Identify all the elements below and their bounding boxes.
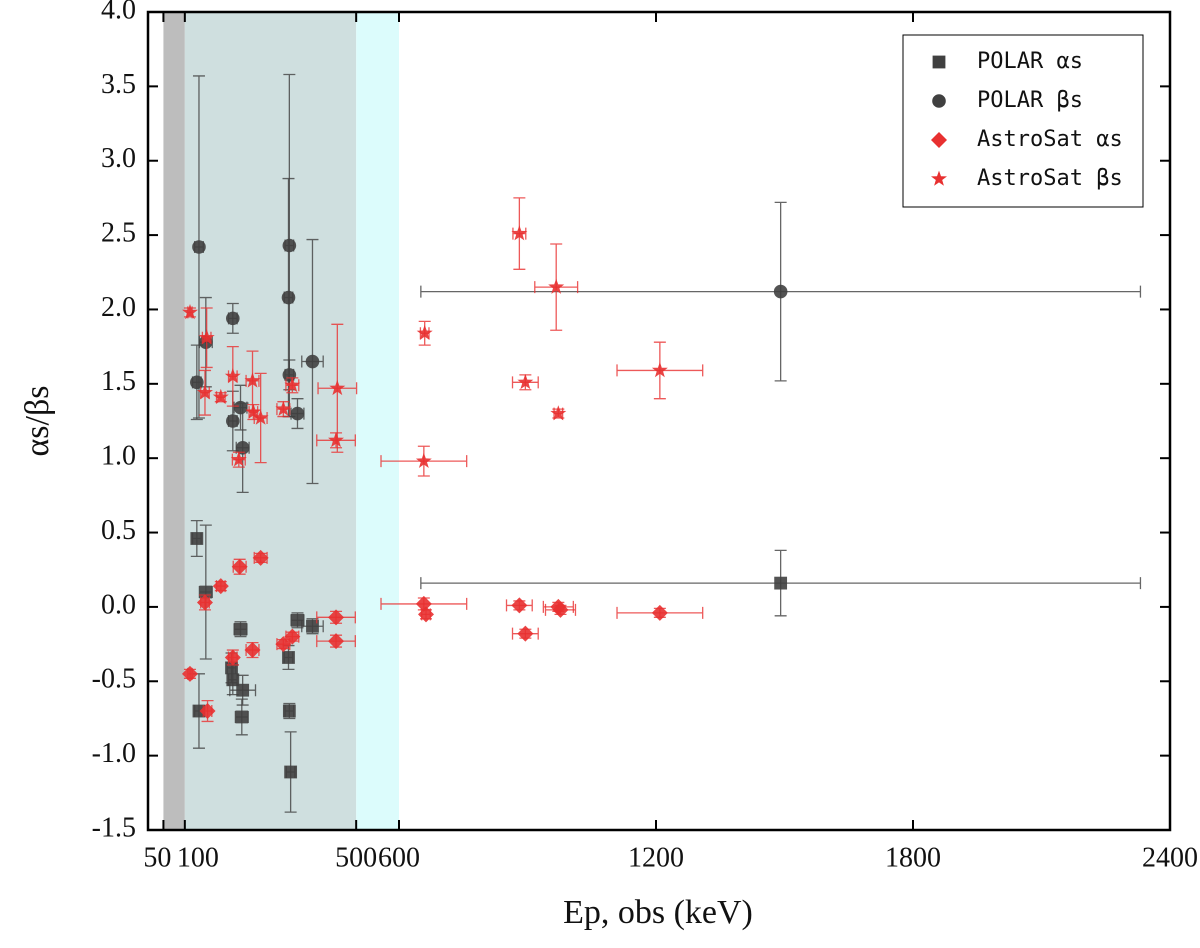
marker-diamond [517, 625, 534, 642]
marker-diamond [275, 636, 292, 653]
y-tick-label: 0.5 [101, 515, 136, 546]
marker-square [282, 704, 296, 718]
marker-star [517, 373, 534, 390]
marker-star [284, 376, 301, 393]
marker-square [932, 55, 946, 69]
marker-star [415, 452, 432, 468]
marker-circle [190, 375, 204, 390]
marker-star [931, 170, 947, 186]
marker-circle [282, 368, 297, 382]
marker-circle [305, 354, 320, 369]
marker-square [774, 576, 788, 590]
marker-circle [773, 284, 788, 299]
marker-star [548, 278, 565, 294]
marker-diamond [231, 558, 248, 575]
marker-diamond [252, 549, 269, 566]
x-tick-label: 2400 [1142, 842, 1198, 873]
legend-label: POLAR βs [977, 88, 1083, 113]
legend-label: AstroSat βs [977, 166, 1123, 191]
marker-star [245, 403, 262, 419]
marker-star [182, 304, 198, 320]
marker-square [190, 532, 204, 545]
marker-diamond [417, 606, 434, 623]
y-tick-label: 2.5 [101, 218, 136, 249]
marker-star [252, 409, 269, 425]
marker-circle [282, 238, 297, 253]
x-tick-label: 1800 [885, 842, 941, 873]
legend: POLAR αs POLAR βs AstroSat αs AstroSat βs [902, 34, 1144, 208]
legend-label: AstroSat αs [977, 127, 1123, 152]
marker-star [244, 372, 261, 388]
marker-square [236, 683, 250, 697]
marker-star [224, 368, 241, 384]
x-tick-label: 1200 [628, 842, 684, 873]
marker-star [329, 379, 346, 396]
x-tick-label: 50 [143, 842, 171, 873]
y-tick-label: 2.0 [101, 292, 136, 323]
marker-circle [932, 94, 946, 108]
marker-square [282, 651, 295, 664]
marker-diamond [244, 642, 261, 659]
shaded-region [356, 12, 400, 830]
y-tick-label: 4.0 [101, 0, 136, 25]
y-tick-label: 0.0 [101, 589, 136, 620]
marker-square [192, 704, 206, 718]
marker-diamond [181, 665, 198, 682]
y-axis-title: αs/βs [19, 385, 56, 456]
y-tick-label: 3.5 [101, 69, 136, 100]
y-tick-label: 1.0 [101, 441, 136, 472]
y-tick-label: -1.5 [92, 812, 136, 843]
y-tick-label: 1.5 [101, 366, 136, 397]
marker-circle [233, 400, 248, 415]
marker-diamond [284, 628, 301, 645]
marker-diamond [196, 594, 213, 611]
legend-label: POLAR αs [977, 49, 1083, 74]
marker-diamond [415, 595, 432, 612]
marker-square [234, 622, 247, 636]
marker-star [416, 324, 433, 340]
marker-star [328, 431, 344, 448]
marker-square [284, 765, 298, 779]
marker-star [230, 451, 247, 467]
marker-star [651, 362, 668, 378]
marker-square [291, 613, 304, 627]
marker-square [306, 619, 319, 633]
marker-circle [290, 406, 305, 421]
shaded-region [184, 12, 357, 830]
marker-diamond [931, 132, 947, 148]
marker-diamond [328, 609, 345, 626]
marker-circle [235, 440, 250, 455]
marker-circle [192, 240, 206, 254]
marker-diamond [199, 703, 216, 720]
marker-diamond [212, 578, 229, 595]
marker-star [275, 400, 292, 416]
marker-diamond [552, 601, 569, 618]
marker-diamond [511, 597, 528, 614]
marker-square [226, 673, 240, 687]
marker-square [235, 710, 249, 724]
marker-diamond [328, 633, 345, 650]
marker-diamond [651, 604, 668, 621]
marker-star [550, 405, 567, 421]
marker-star [212, 388, 229, 404]
x-tick-label: 100 [177, 842, 219, 873]
y-tick-label: -1.0 [92, 738, 136, 769]
plot-frame [146, 10, 1172, 832]
marker-star [198, 329, 215, 345]
y-tick-label: -0.5 [92, 664, 136, 695]
marker-star [511, 225, 528, 241]
x-tick-label: 600 [378, 842, 420, 873]
x-axis-title: Ep, obs (keV) [563, 894, 753, 931]
x-tick-label: 500 [335, 842, 377, 873]
marker-circle [281, 290, 296, 305]
marker-circle [226, 311, 240, 326]
marker-circle [226, 414, 240, 428]
shaded-region [163, 12, 185, 830]
y-tick-label: 3.0 [101, 143, 136, 174]
plot-area: 50 100 500 600 1200 1800 2400 -1.5 -1.0 -0.5 0.0 0.… [92, 0, 1198, 873]
marker-star [197, 384, 213, 400]
marker-diamond [224, 649, 241, 666]
